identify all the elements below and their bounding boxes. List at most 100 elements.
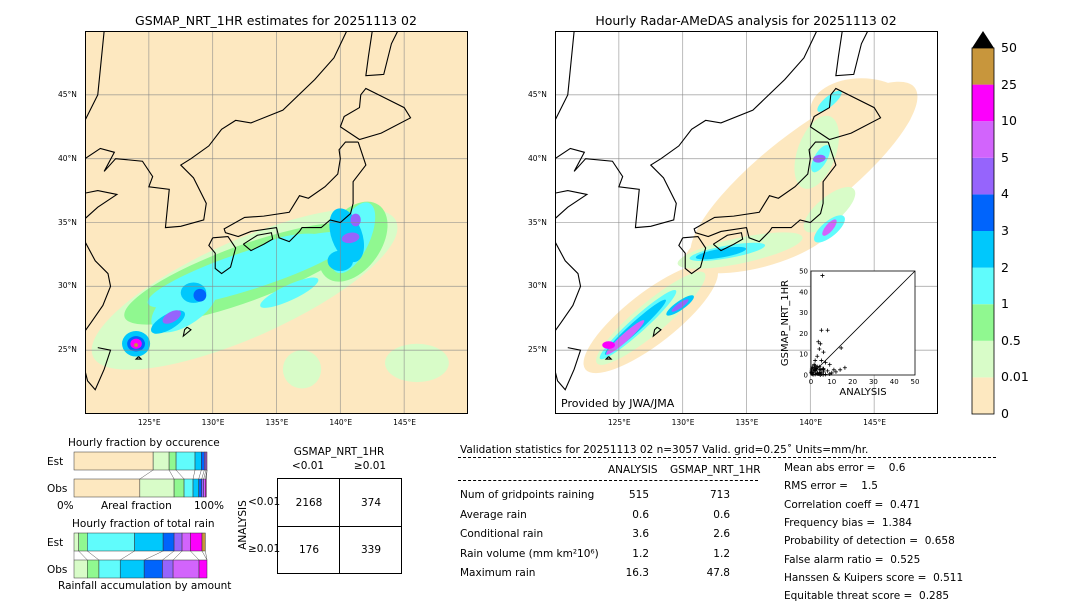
left-map-rain-area bbox=[283, 350, 321, 388]
total-rain-bar-segment bbox=[199, 560, 207, 578]
lat-tick-label: 30°N bbox=[58, 281, 77, 290]
lon-tick-label: 130°E bbox=[202, 418, 225, 427]
occurrence-bar-segment bbox=[206, 452, 207, 470]
scatter-x-tick: 40 bbox=[890, 378, 899, 386]
occurrence-bar-segment bbox=[176, 452, 195, 470]
stat-gsmap-value: 1.2 bbox=[680, 548, 730, 560]
stat-analysis-value: 0.6 bbox=[599, 509, 649, 521]
lat-tick-label: 35°N bbox=[58, 218, 77, 227]
total-rain-bar-segment bbox=[87, 533, 134, 551]
total-rain-bar-segment bbox=[190, 533, 202, 551]
scatter-y-tick: 40 bbox=[799, 288, 808, 296]
validation-header: Validation statistics for 20251113 02 n=… bbox=[460, 444, 868, 456]
contingency-col-label-ge: ≥0.01 bbox=[354, 460, 386, 472]
cell-miss: 176 bbox=[299, 544, 319, 556]
colorbar-extend-arrow bbox=[972, 31, 994, 48]
scatter-y-tick: 10 bbox=[799, 351, 808, 359]
occurrence-bar-connector bbox=[169, 470, 174, 479]
lon-tick-label: 140°E bbox=[329, 418, 352, 427]
occurrence-bar-connector bbox=[206, 470, 207, 479]
lon-tick-label: 140°E bbox=[799, 418, 822, 427]
score-item: False alarm ratio = 0.525 bbox=[784, 554, 920, 566]
colorbar-label: 1 bbox=[1001, 296, 1009, 311]
occurrence-obs-label: Obs bbox=[47, 483, 67, 495]
contingency-row-label-lt: <0.01 bbox=[248, 496, 280, 508]
occurrence-bar-segment bbox=[202, 479, 204, 497]
occurrence-xlabel: Areal fraction bbox=[101, 500, 172, 512]
total-rain-bar-segment bbox=[173, 560, 199, 578]
occurrence-bar-segment bbox=[201, 452, 204, 470]
stat-row-label: Num of gridpoints raining bbox=[460, 489, 594, 501]
colorbar-segment bbox=[972, 304, 994, 341]
scatter-x-tick: 10 bbox=[827, 378, 836, 386]
header-divider bbox=[458, 457, 996, 458]
occurrence-bar-segment bbox=[199, 479, 202, 497]
colorbar-label: 0 bbox=[1001, 406, 1009, 421]
score-item: RMS error = 1.5 bbox=[784, 480, 878, 492]
colorbar-segment bbox=[972, 231, 994, 268]
occurrence-bars bbox=[70, 448, 212, 500]
scatter-plot: 0010102020303040405050ANALYSISGSMAP_NRT_… bbox=[776, 262, 926, 404]
total-rain-bars bbox=[70, 529, 212, 581]
score-item: Equitable threat score = 0.285 bbox=[784, 590, 949, 602]
colorbar-label: 10 bbox=[1001, 113, 1017, 128]
right-map-rain-area bbox=[602, 341, 615, 349]
stat-gsmap-value: 713 bbox=[680, 489, 730, 501]
stat-row-label: Conditional rain bbox=[460, 528, 543, 540]
stat-analysis-value: 515 bbox=[599, 489, 649, 501]
lat-tick-label: 35°N bbox=[528, 218, 547, 227]
lon-tick-label: 135°E bbox=[736, 418, 759, 427]
colorbar-label: 0.5 bbox=[1001, 333, 1021, 348]
colorbar-label: 4 bbox=[1001, 186, 1009, 201]
lat-tick-label: 40°N bbox=[528, 154, 547, 163]
colorbar bbox=[970, 30, 996, 416]
left-map-rain-area bbox=[385, 344, 449, 382]
total-rain-bar-connector bbox=[190, 551, 199, 560]
occurrence-bar-segment bbox=[205, 479, 206, 497]
total-rain-bar-segment bbox=[74, 560, 87, 578]
occurrence-bar-connector bbox=[140, 470, 153, 479]
total-rain-bar-connector bbox=[173, 551, 182, 560]
contingency-col-title: GSMAP_NRT_1HR bbox=[294, 446, 385, 458]
occurrence-bar-connector bbox=[176, 470, 184, 479]
occurrence-bar-segment bbox=[169, 452, 176, 470]
table-divider bbox=[458, 480, 758, 481]
data-credit: Provided by JWA/JMA bbox=[561, 397, 674, 410]
total-rain-bar-segment bbox=[87, 560, 99, 578]
occurrence-bar-segment bbox=[140, 479, 174, 497]
scatter-x-tick: 30 bbox=[869, 378, 878, 386]
scatter-y-tick: 0 bbox=[804, 372, 808, 380]
scatter-x-tick: 20 bbox=[848, 378, 857, 386]
total-rain-bar-segment bbox=[74, 533, 79, 551]
total-rain-bar-connector bbox=[87, 551, 99, 560]
occurrence-tick-100: 100% bbox=[194, 500, 224, 512]
lon-tick-label: 125°E bbox=[608, 418, 631, 427]
total-rain-bar-segment bbox=[79, 533, 88, 551]
stat-row-label: Rain volume (mm km²10⁶) bbox=[460, 548, 599, 560]
total-rain-obs-label: Obs bbox=[47, 564, 67, 576]
score-item: Frequency bias = 1.384 bbox=[784, 517, 912, 529]
score-item: Correlation coeff = 0.471 bbox=[784, 499, 920, 511]
total-rain-xlabel: Rainfall accumulation by amount bbox=[58, 580, 231, 592]
lat-tick-label: 30°N bbox=[528, 281, 547, 290]
occurrence-bar-connector bbox=[193, 470, 195, 479]
total-rain-bar-segment bbox=[163, 533, 174, 551]
stat-analysis-value: 3.6 bbox=[599, 528, 649, 540]
occurrence-bar-segment bbox=[195, 452, 201, 470]
colorbar-label: 2 bbox=[1001, 260, 1009, 275]
total-rain-bar-segment bbox=[120, 560, 144, 578]
colorbar-segment bbox=[972, 85, 994, 122]
occurrence-bar-segment bbox=[74, 452, 153, 470]
colorbar-label: 50 bbox=[1001, 40, 1017, 55]
total-rain-bar-segment bbox=[162, 560, 173, 578]
colorbar-segment bbox=[972, 377, 994, 414]
col-gsmap: GSMAP_NRT_1HR bbox=[670, 464, 761, 476]
contingency-row-label-ge: ≥0.01 bbox=[248, 543, 280, 555]
occurrence-bar-segment bbox=[153, 452, 169, 470]
cell-hit-none: 2168 bbox=[296, 497, 323, 509]
total-rain-bar-connector bbox=[144, 551, 163, 560]
lon-tick-label: 125°E bbox=[138, 418, 161, 427]
occurrence-bar-segment bbox=[74, 479, 140, 497]
col-analysis: ANALYSIS bbox=[608, 464, 658, 476]
stat-gsmap-value: 47.8 bbox=[680, 567, 730, 579]
